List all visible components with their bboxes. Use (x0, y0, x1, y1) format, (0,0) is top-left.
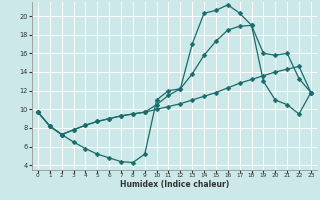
X-axis label: Humidex (Indice chaleur): Humidex (Indice chaleur) (120, 180, 229, 189)
